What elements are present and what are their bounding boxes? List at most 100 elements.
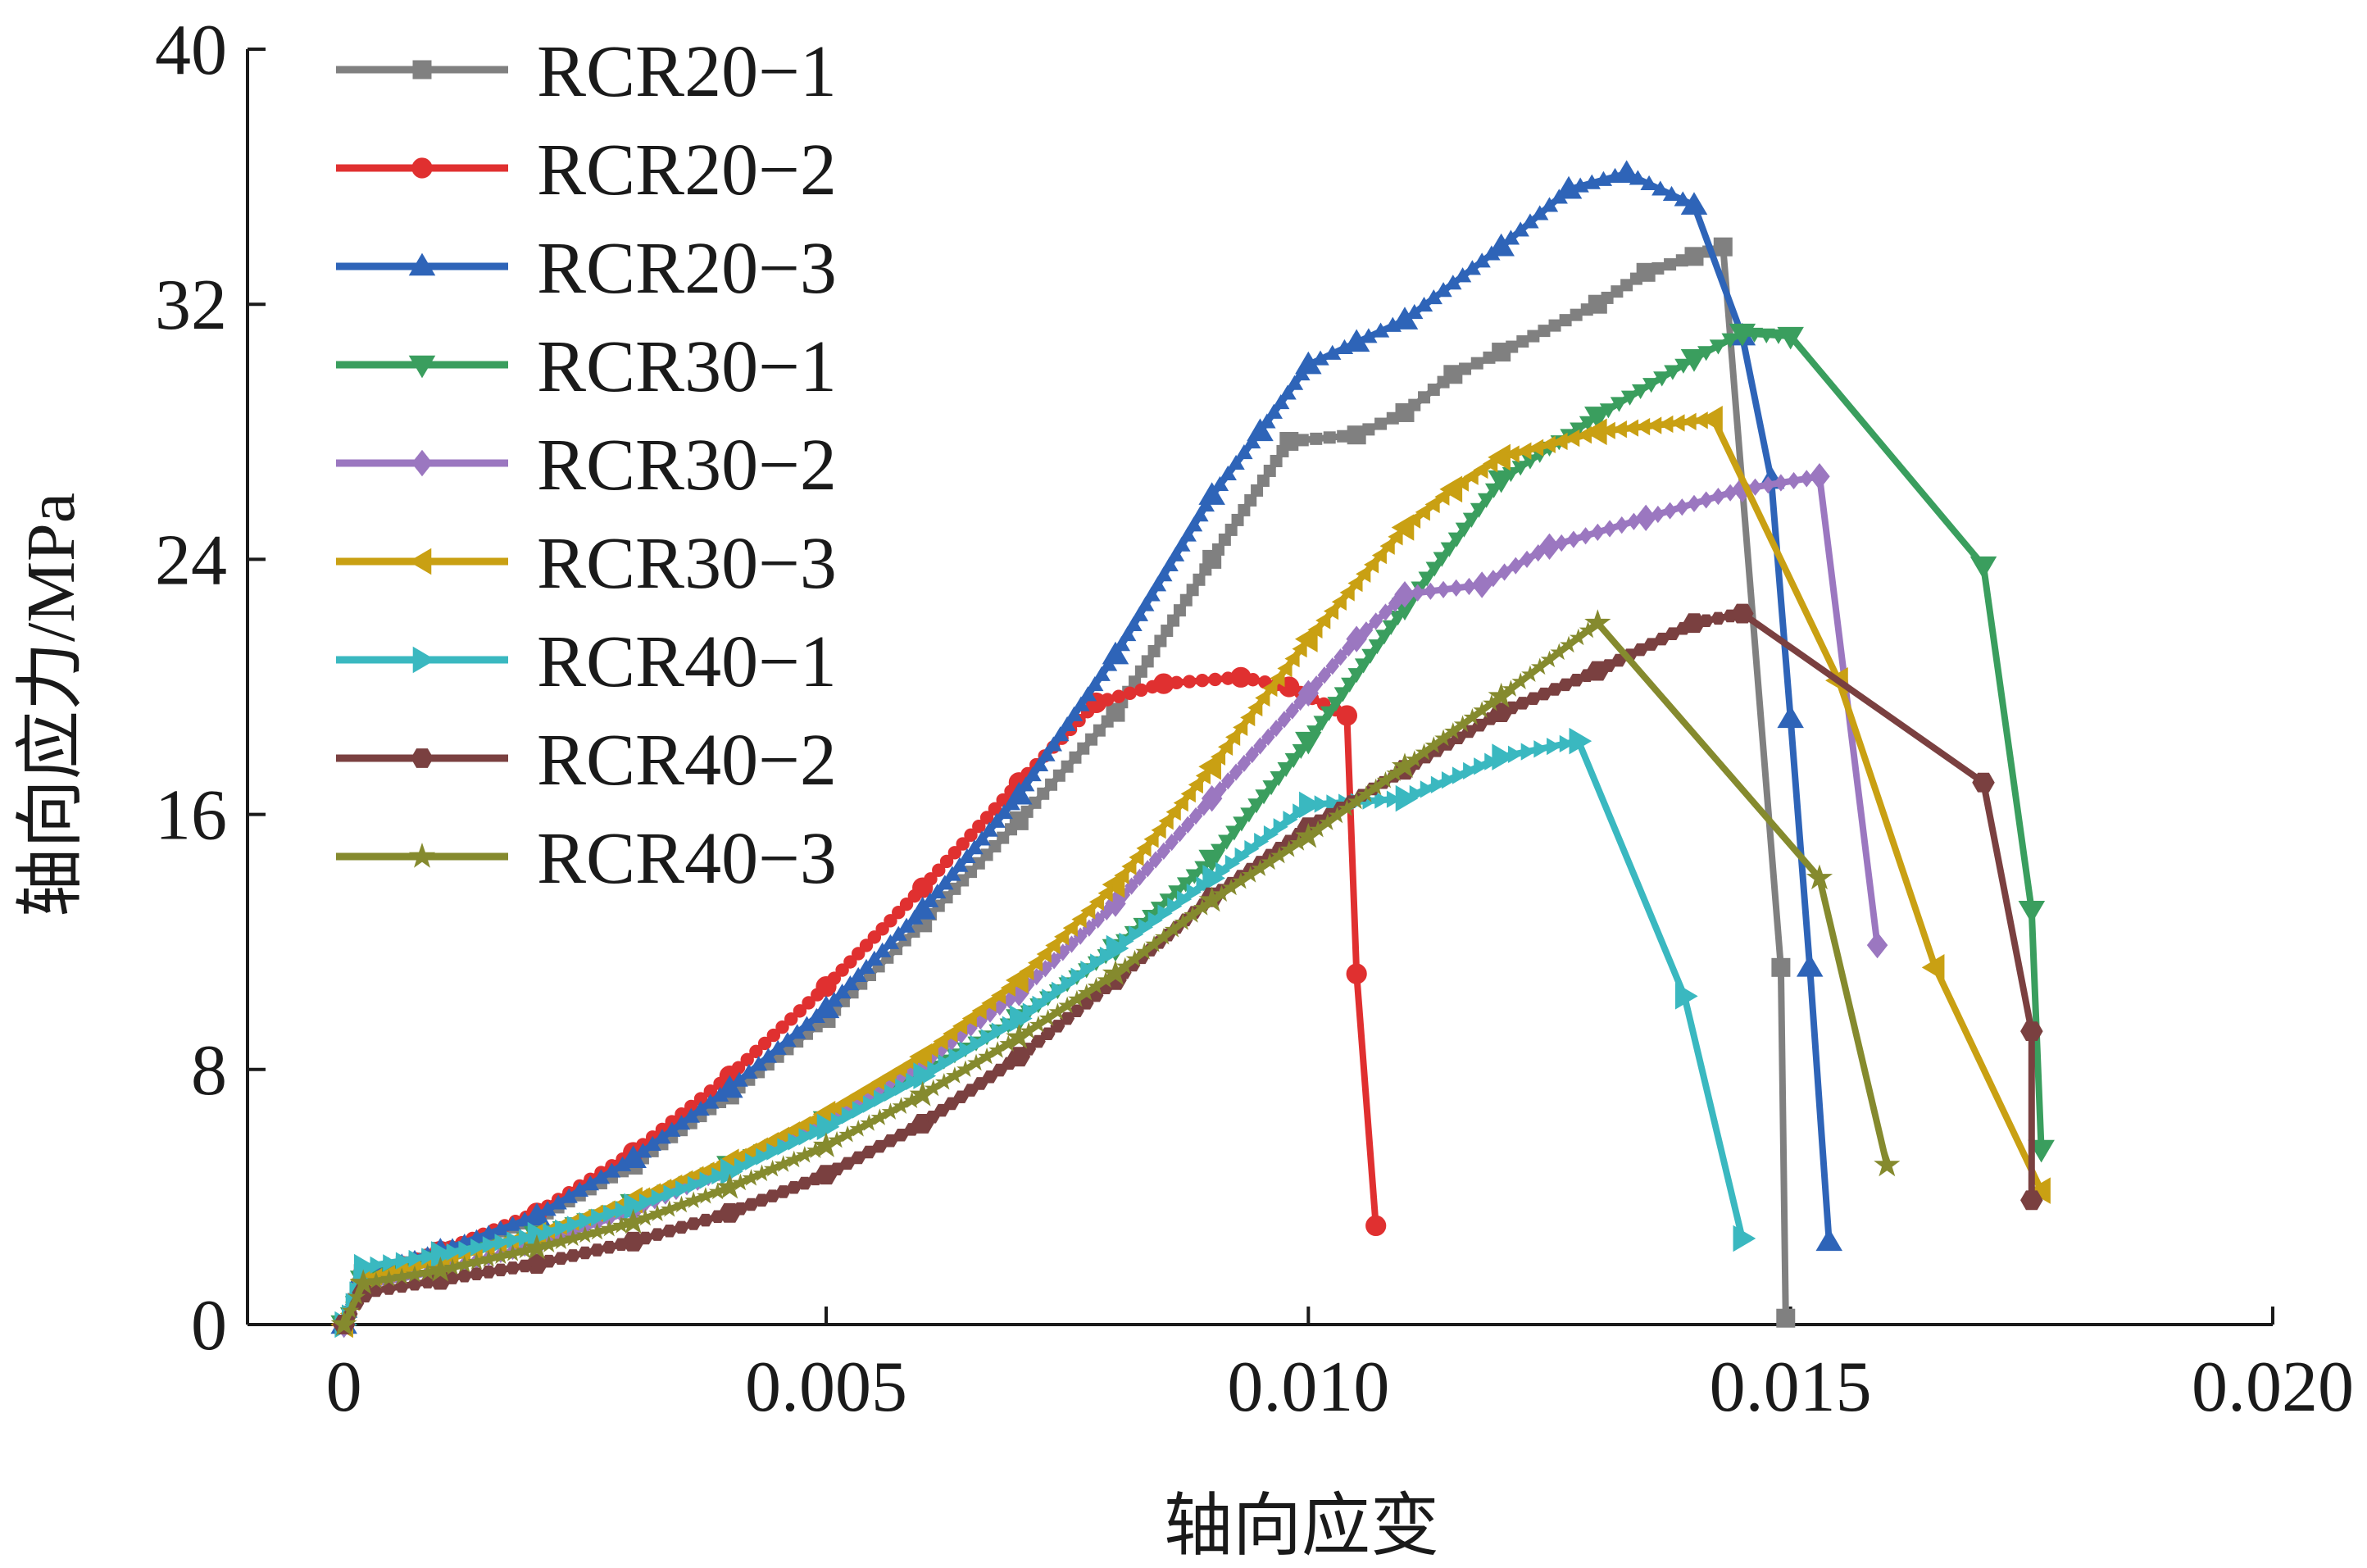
curve-marker <box>1097 884 1113 902</box>
curve-marker <box>1444 275 1462 290</box>
curve-marker <box>393 1267 411 1284</box>
curve-marker <box>775 1185 791 1198</box>
curve-marker <box>884 914 897 928</box>
curve-marker <box>881 1066 897 1085</box>
data-point <box>1346 963 1367 984</box>
curve-marker <box>807 1007 825 1023</box>
curve-marker <box>1388 528 1403 546</box>
curve-marker <box>1629 272 1642 285</box>
curve-marker <box>1504 701 1520 715</box>
curve-marker <box>874 1089 889 1107</box>
curve-marker <box>999 1034 1018 1052</box>
curve-marker <box>1072 696 1090 711</box>
curve-marker <box>1180 816 1195 834</box>
curve-marker <box>1137 596 1155 611</box>
curve-marker <box>1388 611 1407 626</box>
curve-marker <box>811 988 825 1002</box>
curve-marker <box>1337 429 1350 443</box>
curve-marker <box>1077 742 1090 755</box>
curve-marker <box>1188 807 1203 825</box>
legend-label: RCR40−3 <box>537 818 837 899</box>
curve-marker <box>636 1208 655 1226</box>
curve-marker <box>862 1095 879 1113</box>
curve-marker <box>1227 454 1245 470</box>
curve-marker <box>1136 839 1152 857</box>
curve-marker <box>970 1035 985 1053</box>
curve-marker <box>841 975 860 991</box>
curve-marker <box>699 1171 715 1189</box>
data-point <box>1969 556 1997 579</box>
curve-marker <box>407 1277 422 1291</box>
curve-marker <box>939 854 954 869</box>
curve-marker <box>965 839 984 855</box>
curve-marker <box>883 1134 898 1148</box>
curve-marker <box>470 1238 486 1257</box>
curve-marker <box>1052 981 1067 1000</box>
legend-marker <box>411 748 434 768</box>
curve-marker <box>1193 898 1211 916</box>
curve-marker <box>1711 487 1725 506</box>
curve-marker <box>988 1041 1006 1058</box>
curve-marker <box>1601 291 1614 304</box>
curve-marker <box>899 897 914 911</box>
curve-marker <box>687 1175 702 1194</box>
curve-marker <box>370 1256 385 1275</box>
data-point <box>2020 1021 2043 1042</box>
curve-marker <box>765 1189 780 1202</box>
curve-marker <box>870 1108 889 1125</box>
curve-marker <box>1511 221 1529 237</box>
curve-marker <box>793 1004 807 1018</box>
curve-marker <box>1570 308 1583 321</box>
curve-marker <box>1415 503 1430 521</box>
data-point <box>1972 772 1995 793</box>
curve-marker <box>971 1002 987 1020</box>
curve-marker <box>1261 728 1275 746</box>
curve-marker <box>1210 748 1226 766</box>
curve-marker <box>1218 533 1231 546</box>
curve-marker <box>1486 570 1501 588</box>
curve-marker <box>875 922 889 936</box>
curve-marker <box>1044 736 1063 752</box>
curve-marker <box>1147 644 1161 657</box>
series-3 <box>330 160 1843 1334</box>
curve-marker <box>1723 609 1738 623</box>
curve-marker <box>1177 890 1193 908</box>
curve-marker <box>1154 634 1167 648</box>
curve-marker <box>857 958 875 975</box>
curve-marker <box>1516 335 1529 348</box>
curve-marker <box>1558 678 1574 692</box>
curve-marker <box>1233 718 1248 737</box>
curve-marker <box>1473 461 1488 479</box>
curve-marker <box>906 909 924 925</box>
curve-marker <box>881 1102 900 1120</box>
legend-item: RCR20−2 <box>336 130 837 211</box>
curve-marker <box>1140 860 1155 878</box>
curve-marker <box>1240 708 1256 727</box>
curve-marker <box>1313 716 1331 731</box>
curve-marker <box>952 1017 968 1035</box>
curve-marker <box>650 1228 666 1241</box>
curve-marker <box>1254 832 1270 851</box>
curve-marker <box>1255 689 1270 707</box>
curve-marker <box>1470 357 1483 370</box>
curve-marker <box>602 1240 617 1254</box>
curve-marker <box>1507 745 1524 764</box>
curve-marker <box>1511 461 1529 476</box>
curve-marker <box>1212 543 1225 556</box>
curve-marker <box>849 966 867 983</box>
curve-marker <box>1379 603 1392 621</box>
curve-marker <box>1651 505 1665 524</box>
curve-marker <box>494 1234 510 1252</box>
curve-marker <box>564 1229 582 1247</box>
curve-marker <box>1552 432 1568 451</box>
curve-marker <box>1463 467 1479 485</box>
curve-marker <box>892 1061 907 1079</box>
curve-marker <box>1186 584 1199 597</box>
data-point <box>812 995 840 1019</box>
curve-marker <box>1124 616 1143 631</box>
curve-marker <box>788 1024 806 1039</box>
curve-marker <box>1547 737 1562 756</box>
curve-marker <box>1151 821 1166 839</box>
curve-marker <box>518 1229 534 1247</box>
curve-marker <box>1540 435 1556 454</box>
